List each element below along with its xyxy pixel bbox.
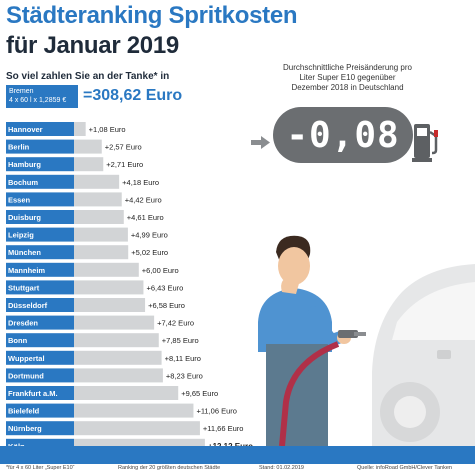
city-label-bg bbox=[6, 262, 74, 277]
footer-source: Quelle: infoRoad GmbH/Clever Tanken bbox=[357, 465, 452, 471]
price-change-display: -0,08 bbox=[273, 107, 413, 163]
city-label-bg bbox=[6, 298, 74, 312]
city-label-bg bbox=[6, 315, 74, 330]
value-label: +8,11 Euro bbox=[165, 354, 201, 363]
base-value: =308,62 Euro bbox=[83, 87, 183, 104]
city-label: Essen bbox=[8, 195, 31, 204]
city-label-bg bbox=[6, 333, 74, 348]
city-label: Hannover bbox=[8, 125, 43, 134]
city-label: Leipzig bbox=[8, 231, 34, 240]
value-label: +6,43 Euro bbox=[146, 283, 183, 292]
city-label-bg bbox=[6, 368, 74, 383]
city-label-bg bbox=[6, 403, 74, 418]
city-label: Köln bbox=[8, 442, 25, 446]
bar bbox=[74, 386, 179, 400]
city-label: Mannheim bbox=[8, 266, 45, 275]
base-city-box: Bremen 4 x 60 l x 1,2859 € bbox=[6, 85, 78, 108]
city-label-bg bbox=[6, 122, 74, 136]
base-city: Bremen bbox=[9, 88, 34, 95]
city-label-bg bbox=[6, 280, 74, 295]
city-label-bg bbox=[6, 210, 74, 224]
bar bbox=[74, 298, 146, 312]
value-label: +5,02 Euro bbox=[131, 248, 168, 257]
value-label: +6,58 Euro bbox=[148, 301, 185, 310]
city-label-bg bbox=[6, 157, 74, 172]
bar bbox=[74, 368, 163, 383]
title-line-1: Städteranking Spritkosten bbox=[6, 2, 298, 29]
bar bbox=[74, 174, 120, 189]
city-label-bg bbox=[6, 139, 74, 154]
bar bbox=[74, 350, 162, 365]
city-label: Nürnberg bbox=[8, 424, 42, 433]
footer-info bbox=[0, 464, 475, 475]
bar-chart: Hannover +1,08 Euro Berlin +2,57 Euro Hambur… bbox=[6, 122, 253, 446]
bar bbox=[74, 227, 128, 242]
person-with-fuel-nozzle-illustration bbox=[258, 235, 366, 446]
footer-date: Stand: 01.02.2019 bbox=[259, 465, 304, 471]
city-label: Frankfurt a.M. bbox=[8, 389, 58, 398]
value-label: +6,00 Euro bbox=[142, 266, 179, 275]
value-label: +4,99 Euro bbox=[131, 231, 168, 240]
value-label: +2,71 Euro bbox=[106, 160, 143, 169]
city-label: Dortmund bbox=[8, 371, 44, 380]
city-label: Duisburg bbox=[8, 213, 41, 222]
value-label: +9,65 Euro bbox=[181, 389, 218, 398]
city-label: Düsseldorf bbox=[8, 301, 48, 310]
value-label: +4,42 Euro bbox=[125, 195, 162, 204]
city-label: Berlin bbox=[8, 143, 30, 152]
bar bbox=[74, 438, 205, 446]
value-label: +12,12 Euro bbox=[208, 442, 253, 446]
bar bbox=[74, 421, 200, 436]
subtitle: So viel zahlen Sie an der Tanke* in bbox=[6, 71, 170, 82]
value-label: +1,08 Euro bbox=[89, 125, 126, 134]
bar bbox=[74, 333, 159, 348]
value-label: +2,57 Euro bbox=[105, 143, 142, 152]
city-label: Stuttgart bbox=[8, 283, 40, 292]
annotation-text: Durchschnittliche Preisänderung pro Lite… bbox=[283, 63, 412, 92]
city-label: Hamburg bbox=[8, 160, 41, 169]
value-label: +4,61 Euro bbox=[127, 213, 164, 222]
bar bbox=[74, 157, 104, 172]
bar bbox=[74, 315, 155, 330]
city-label-bg bbox=[6, 245, 74, 260]
footer-ranking: Ranking der 20 größten deutschen Städte bbox=[118, 465, 221, 471]
fuel-pump-icon bbox=[412, 124, 438, 162]
arrow-right-icon bbox=[251, 136, 270, 149]
footer-bar bbox=[0, 446, 475, 464]
value-label: +7,85 Euro bbox=[162, 336, 199, 345]
footer-note: *für 4 x 60 Liter „Super E10“ bbox=[6, 465, 75, 471]
city-label-bg bbox=[6, 350, 74, 365]
city-label: Bochum bbox=[8, 178, 38, 187]
price-change-value: -0,08 bbox=[286, 114, 400, 156]
bar bbox=[74, 139, 102, 154]
city-label: Wuppertal bbox=[8, 354, 45, 363]
title-line-2: für Januar 2019 bbox=[6, 32, 179, 59]
bar bbox=[74, 192, 122, 207]
value-label: +8,23 Euro bbox=[166, 371, 203, 380]
value-label: +11,06 Euro bbox=[196, 407, 237, 416]
bar bbox=[74, 122, 86, 136]
value-label: +4,18 Euro bbox=[122, 178, 159, 187]
city-label: Bielefeld bbox=[8, 407, 40, 416]
city-label-bg bbox=[6, 438, 74, 446]
bar bbox=[74, 210, 124, 224]
value-label: +7,42 Euro bbox=[157, 319, 194, 328]
bar bbox=[74, 280, 144, 295]
city-label: Bonn bbox=[8, 336, 28, 345]
car-illustration bbox=[372, 264, 475, 448]
city-label: München bbox=[8, 248, 41, 257]
bar bbox=[74, 262, 139, 277]
city-label-bg bbox=[6, 386, 74, 400]
bar bbox=[74, 245, 129, 260]
bar bbox=[74, 403, 194, 418]
value-label: +11,66 Euro bbox=[203, 424, 244, 433]
city-label: Dresden bbox=[8, 319, 38, 328]
city-label-bg bbox=[6, 174, 74, 189]
city-label-bg bbox=[6, 421, 74, 436]
city-label-bg bbox=[6, 227, 74, 242]
base-formula: 4 x 60 l x 1,2859 € bbox=[9, 97, 67, 104]
city-label-bg bbox=[6, 192, 74, 207]
